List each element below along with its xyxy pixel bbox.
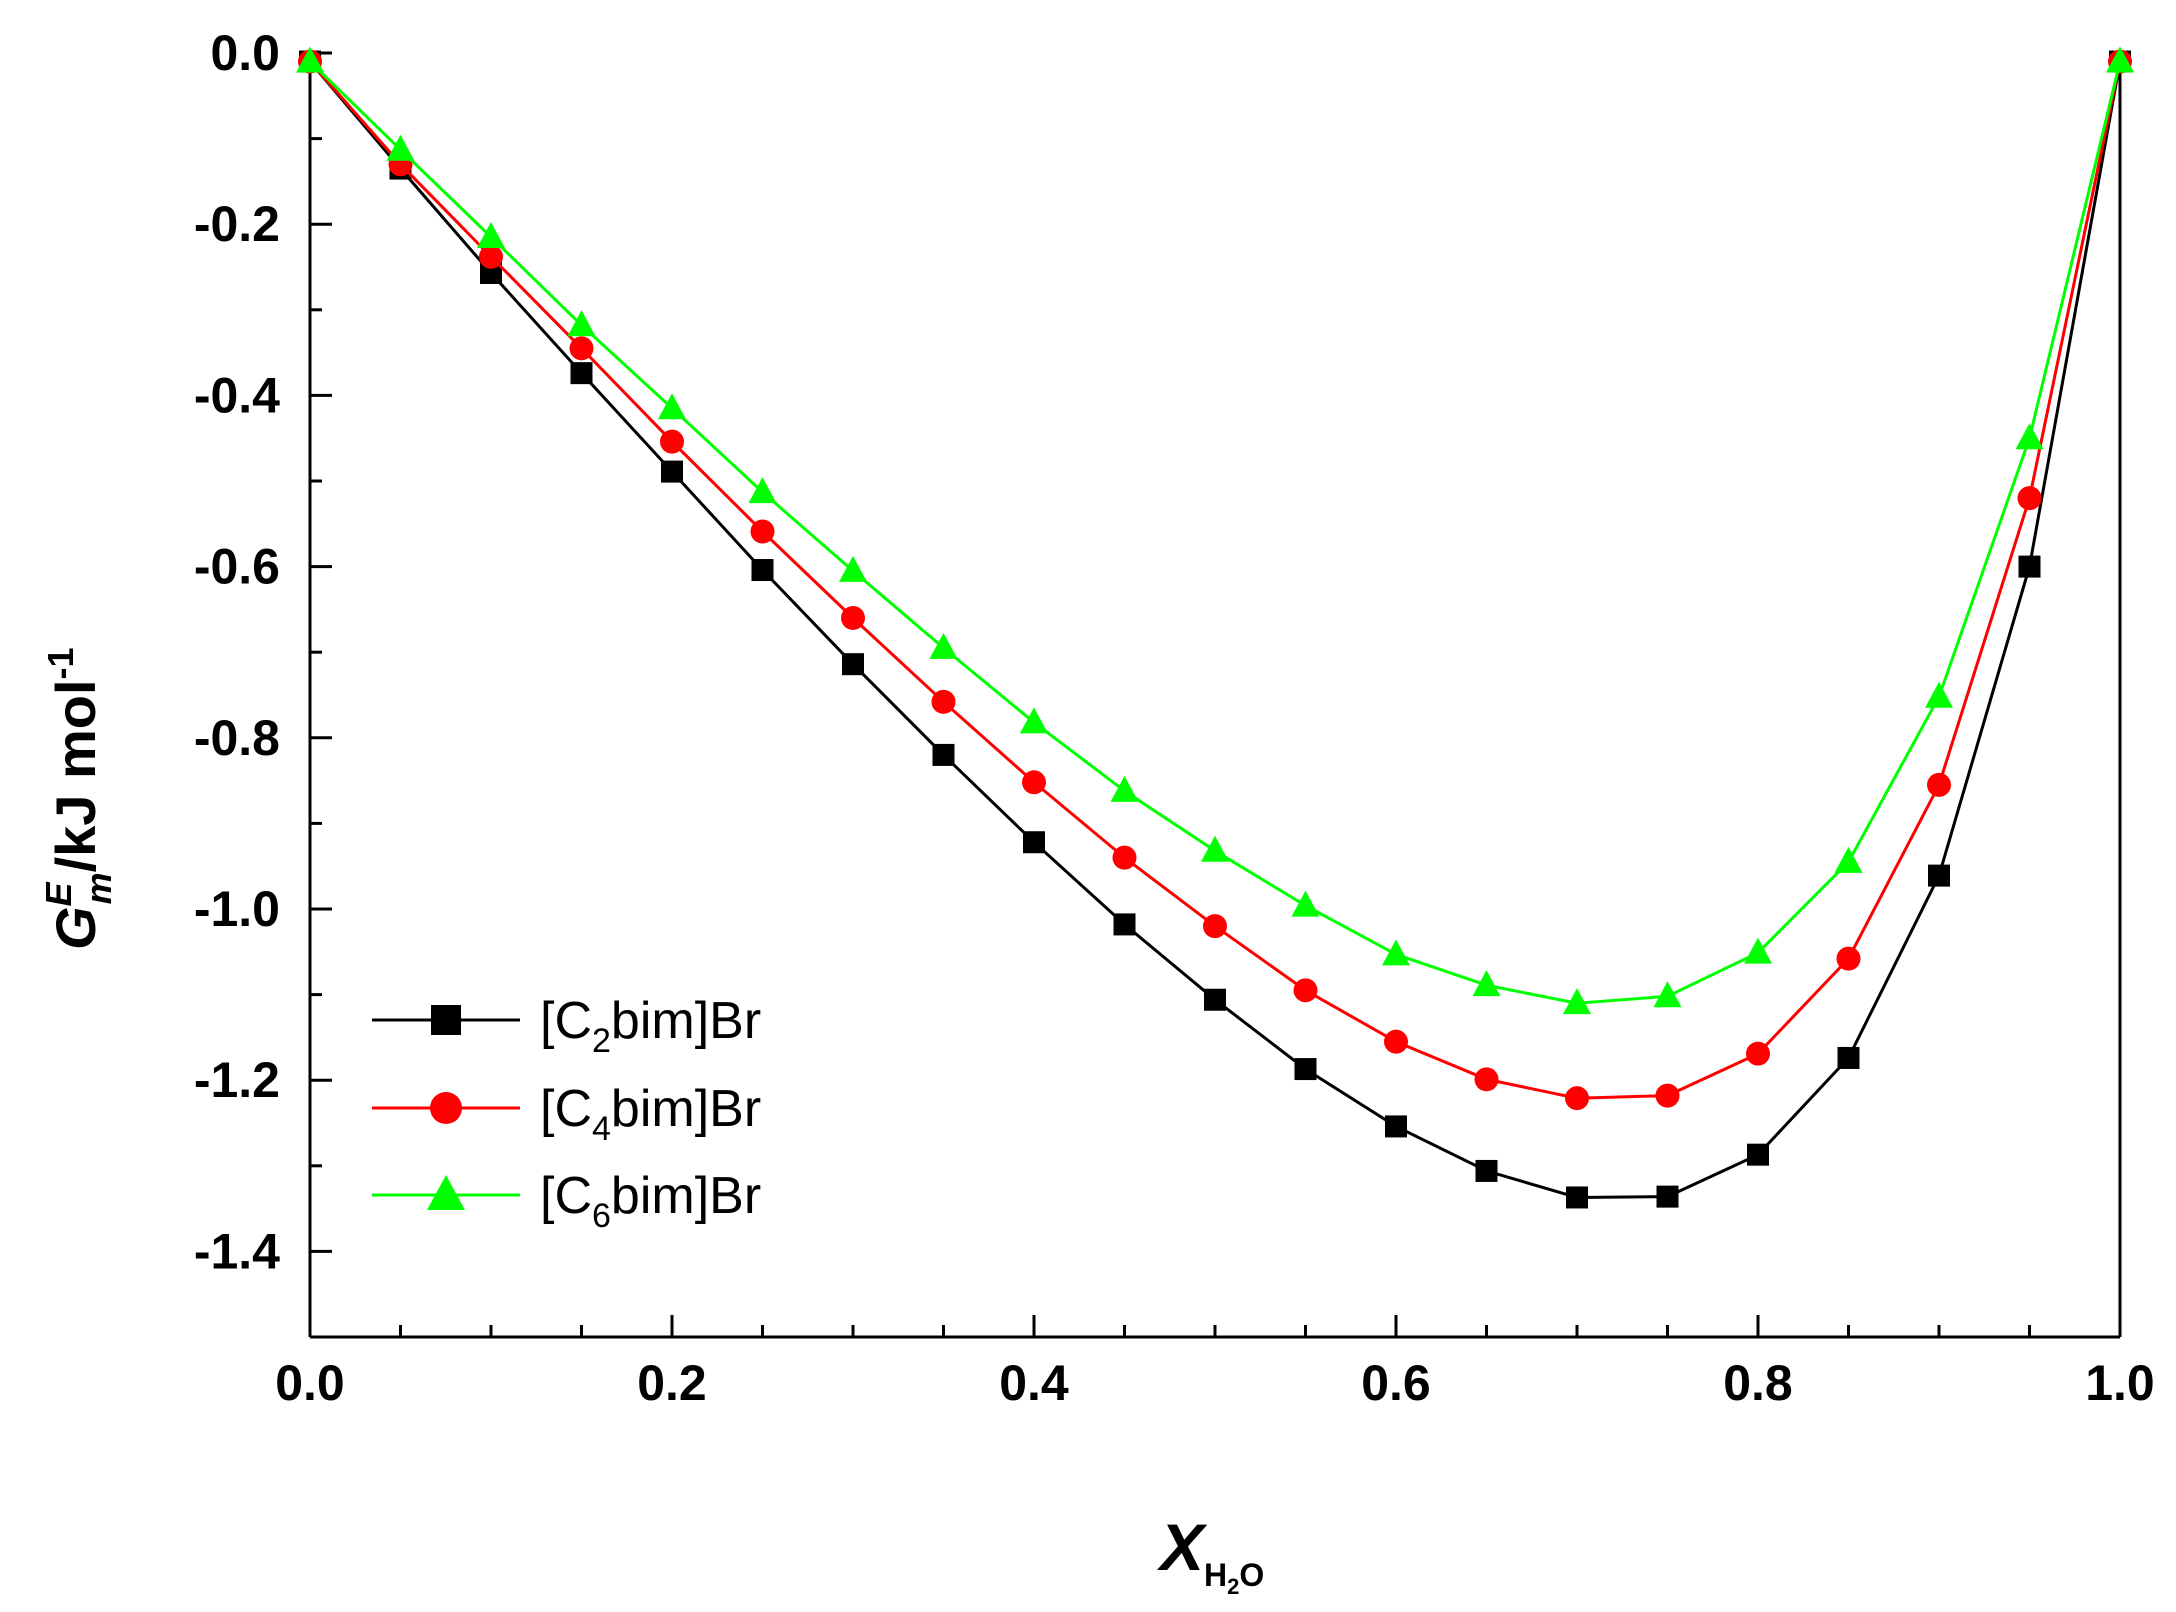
data-point xyxy=(658,393,686,420)
data-point xyxy=(842,653,864,676)
data-point xyxy=(1927,772,1951,797)
data-point xyxy=(1474,1067,1499,1092)
x-tick-label: 0.4 xyxy=(999,1355,1069,1411)
x-axis-title: XH2O xyxy=(1156,1510,1264,1599)
data-point xyxy=(1385,1115,1407,1138)
data-point xyxy=(570,362,593,385)
data-point xyxy=(480,261,502,284)
data-point xyxy=(929,632,958,659)
x-tick-label: 0.8 xyxy=(1723,1355,1793,1411)
series-2 xyxy=(298,49,2132,1111)
legend-marker-c2 xyxy=(431,1005,461,1035)
y-tick-label: -0.8 xyxy=(194,710,280,766)
data-point xyxy=(1113,913,1136,936)
data-point xyxy=(1020,707,1048,734)
y-tick-label: -1.4 xyxy=(194,1223,280,1279)
data-point xyxy=(2018,555,2041,578)
data-point xyxy=(1112,845,1137,870)
x-tick-label: 0.0 xyxy=(275,1355,345,1411)
data-point xyxy=(296,46,324,73)
data-point xyxy=(1201,835,1229,862)
tick-labels: 0.0 0.2 0.4 0.6 0.8 1.0 0.0 -0.2 -0.4 -0.6 -0.8 -1.… xyxy=(194,25,2155,1411)
data-point xyxy=(748,477,777,504)
data-point xyxy=(839,555,867,582)
data-point xyxy=(2015,423,2044,450)
data-point xyxy=(1655,1083,1680,1108)
y-tick-label: -1.2 xyxy=(194,1052,280,1108)
data-point xyxy=(477,222,505,249)
series-line xyxy=(308,60,2122,1100)
legend: [C2bim]Br [C4bim]Br [C6bim]Br xyxy=(372,992,761,1235)
data-point xyxy=(479,244,503,269)
legend-marker-c6 xyxy=(427,1175,465,1210)
data-point xyxy=(1204,988,1226,1011)
data-point xyxy=(841,605,865,630)
data-point xyxy=(931,689,956,714)
data-point xyxy=(1023,831,1045,854)
data-point xyxy=(386,134,415,161)
data-point xyxy=(567,310,596,337)
data-point xyxy=(1384,1029,1408,1054)
data-point xyxy=(1928,864,1950,887)
data-point xyxy=(1836,946,1861,971)
data-point xyxy=(569,336,594,361)
data-point xyxy=(1382,939,1410,966)
x-tick-label: 0.6 xyxy=(1361,1355,1431,1411)
data-point xyxy=(2017,486,2042,511)
y-tick-label: -0.6 xyxy=(194,539,280,595)
data-point xyxy=(1747,1143,1769,1166)
y-axis-title: GEm/kJ mol-1 xyxy=(38,647,119,950)
data-point xyxy=(1022,770,1046,795)
data-point xyxy=(1110,775,1139,802)
data-point xyxy=(2106,46,2134,73)
data-point xyxy=(750,519,775,544)
data-point xyxy=(1925,681,1953,708)
data-point xyxy=(1475,1159,1498,1182)
x-tick-label: 1.0 xyxy=(2085,1355,2155,1411)
legend-label-c4: [C4bim]Br xyxy=(540,1080,761,1148)
series-layer xyxy=(296,46,2134,1209)
data-point xyxy=(1566,1186,1588,1209)
data-point xyxy=(1293,978,1318,1003)
data-point xyxy=(1746,1041,1770,1066)
data-point xyxy=(1472,970,1501,997)
data-point xyxy=(1203,914,1227,939)
data-point xyxy=(1565,1086,1589,1111)
data-point xyxy=(932,743,955,766)
data-point xyxy=(1653,981,1682,1008)
axis-ticks xyxy=(308,51,2122,1339)
data-point xyxy=(1744,937,1772,964)
x-tick-label: 0.2 xyxy=(637,1355,707,1411)
data-point xyxy=(1656,1185,1679,1208)
data-point xyxy=(1291,890,1320,917)
series-3 xyxy=(296,46,2134,1015)
y-tick-label: -0.2 xyxy=(194,196,280,252)
data-point xyxy=(751,559,774,582)
y-tick-label: -0.4 xyxy=(194,367,280,423)
data-point xyxy=(1294,1058,1317,1081)
data-point xyxy=(1834,846,1863,873)
legend-label-c2: [C2bim]Br xyxy=(540,992,761,1060)
data-point xyxy=(1837,1046,1860,1069)
legend-label-c6: [C6bim]Br xyxy=(540,1167,761,1235)
legend-marker-c4 xyxy=(430,1092,462,1124)
y-tick-label: 0.0 xyxy=(210,25,280,81)
y-tick-label: -1.0 xyxy=(194,881,280,937)
data-point xyxy=(660,429,684,454)
data-point xyxy=(661,460,683,483)
data-point xyxy=(1563,988,1591,1015)
